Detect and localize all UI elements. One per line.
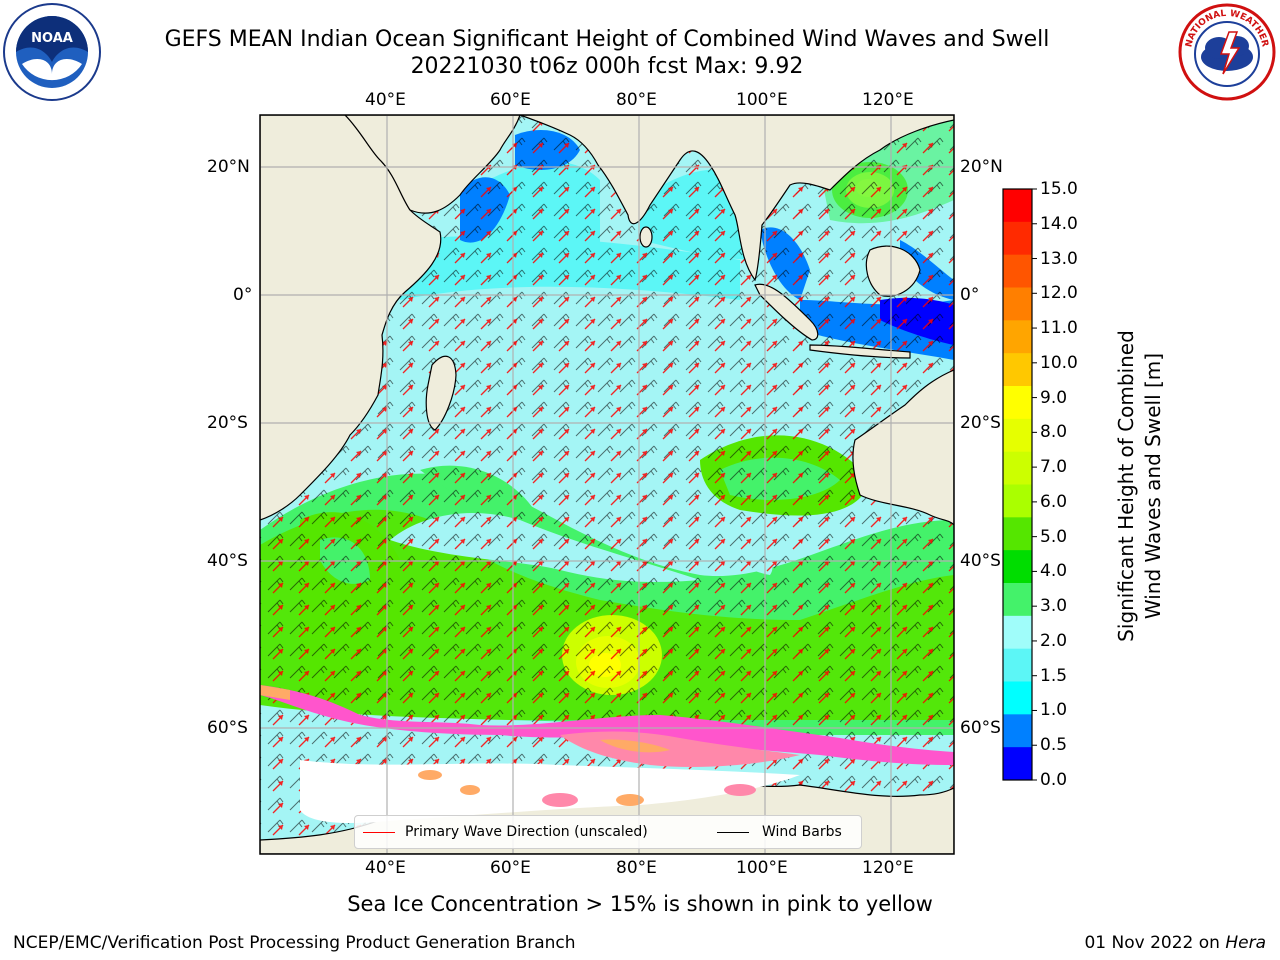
map-frame — [259, 114, 955, 855]
lat-tick-left-40s: 40°S — [207, 551, 248, 571]
footer-producer: NCEP/EMC/Verification Post Processing Pr… — [13, 933, 576, 953]
sea-ice — [260, 685, 954, 823]
colorbar-tick-label: 2.0 — [1040, 630, 1068, 651]
chart-title: GEFS MEAN Indian Ocean Significant Heigh… — [164, 27, 1050, 52]
colorbar-label-line2: Wind Waves and Swell [m] — [1141, 352, 1165, 620]
lon-tick-top-100e: 100°E — [736, 90, 788, 110]
lat-tick-right-60s: 60°S — [960, 718, 1001, 738]
footer-host: Hera — [1225, 933, 1266, 953]
colorbar-tick-label: 7.0 — [1040, 457, 1068, 478]
noaa-logo-text: NOAA — [31, 31, 73, 46]
lat-tick-left-60s: 60°S — [207, 718, 248, 738]
colorbar-swatch — [1003, 648, 1032, 682]
colorbar-swatch — [1003, 550, 1032, 584]
colorbar — [1003, 188, 1037, 781]
colorbar-tick-label: 3.0 — [1040, 596, 1068, 617]
footer-date: 01 Nov 2022 on Hera — [1084, 933, 1266, 953]
colorbar-swatch — [1003, 418, 1032, 453]
colorbar-swatch — [1003, 189, 1032, 223]
legend-wind-barbs-label: Wind Barbs — [762, 824, 842, 840]
colorbar-swatch — [1003, 583, 1032, 617]
colorbar-tick-label: 9.0 — [1040, 387, 1068, 408]
gridlines — [260, 115, 954, 854]
colorbar-tick-label: 12.0 — [1040, 283, 1078, 304]
colorbar-tick-label: 4.0 — [1040, 561, 1068, 582]
lat-tick-right-20s: 20°S — [960, 413, 1001, 433]
lon-tick-top-120e: 120°E — [862, 90, 914, 110]
lat-tick-right-0: 0° — [960, 285, 980, 305]
lon-tick-bottom-100e: 100°E — [736, 858, 788, 878]
colorbar-tick-label: 5.0 — [1040, 526, 1068, 547]
colorbar-swatch — [1003, 221, 1032, 256]
legend-wave-direction-label: Primary Wave Direction (unscaled) — [405, 824, 648, 840]
colorbar-tick-label: 13.0 — [1040, 248, 1078, 269]
colorbar-tick-label: 8.0 — [1040, 422, 1068, 443]
colorbar-tick-label: 1.5 — [1040, 665, 1068, 686]
lat-tick-right-20n: 20°N — [960, 157, 1003, 177]
colorbar-tick-label: 6.0 — [1040, 491, 1068, 512]
colorbar-tick-label: 1.0 — [1040, 700, 1068, 721]
colorbar-tick-label: 15.0 — [1040, 179, 1078, 199]
colorbar-swatch — [1003, 484, 1032, 518]
lat-tick-right-40s: 40°S — [960, 551, 1001, 571]
colorbar-tick-label: 11.0 — [1040, 318, 1078, 339]
lon-tick-bottom-80e: 80°E — [616, 858, 657, 878]
lon-tick-top-80e: 80°E — [616, 90, 657, 110]
lon-tick-bottom-60e: 60°E — [490, 858, 531, 878]
colorbar-swatch — [1003, 747, 1032, 781]
colorbar-tick-label: 0.0 — [1040, 770, 1068, 790]
lon-tick-top-40e: 40°E — [365, 90, 406, 110]
footer-date-text: 01 Nov 2022 on — [1084, 933, 1226, 953]
nws-logo: NATIONAL WEATHER SERVICE — [1177, 2, 1276, 101]
colorbar-swatch — [1003, 714, 1032, 748]
legend-wind-barbs-swatch — [717, 832, 749, 833]
colorbar-swatch — [1003, 320, 1032, 354]
colorbar-swatch — [1003, 681, 1032, 715]
colorbar-frame — [1002, 188, 1033, 781]
colorbar-swatch — [1003, 615, 1032, 650]
lon-tick-bottom-120e: 120°E — [862, 858, 914, 878]
colorbar-swatch — [1003, 254, 1032, 288]
lat-tick-left-20n: 20°N — [207, 157, 250, 177]
colorbar-tick-label: 0.5 — [1040, 735, 1068, 756]
noaa-logo: NOAA — [3, 3, 101, 101]
lon-tick-bottom-40e: 40°E — [365, 858, 406, 878]
lat-tick-left-0: 0° — [233, 285, 253, 305]
colorbar-swatch — [1003, 287, 1032, 321]
map-area — [260, 115, 954, 854]
lat-tick-left-20s: 20°S — [207, 413, 248, 433]
colorbar-swatch — [1003, 353, 1032, 387]
colorbar-label-line1: Significant Height of Combined — [1114, 330, 1138, 642]
chart-subtitle: 20221030 t06z 000h fcst Max: 9.92 — [410, 54, 804, 79]
legend-wave-direction-swatch — [363, 832, 395, 833]
sea-ice-note: Sea Ice Concentration > 15% is shown in … — [347, 892, 933, 916]
colorbar-swatch — [1003, 386, 1032, 420]
colorbar-tick-label: 10.0 — [1040, 352, 1078, 373]
colorbar-swatch — [1003, 517, 1032, 551]
colorbar-swatch — [1003, 451, 1032, 485]
lon-tick-top-60e: 60°E — [490, 90, 531, 110]
colorbar-tick-label: 14.0 — [1040, 213, 1078, 234]
map-legend: Primary Wave Direction (unscaled) Wind B… — [354, 815, 862, 849]
